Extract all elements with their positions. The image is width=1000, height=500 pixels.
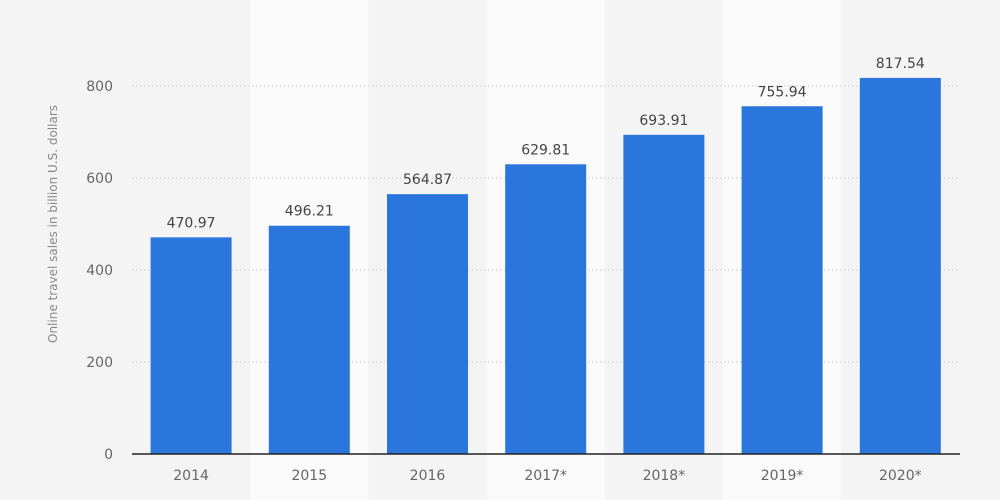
x-tick-label: 2014 (173, 468, 209, 484)
bar (623, 134, 705, 455)
bar (859, 77, 941, 454)
y-tick-label: 800 (86, 79, 113, 95)
bar-value-label: 693.91 (639, 113, 688, 129)
bar (387, 194, 468, 455)
bars (150, 77, 941, 455)
bar-value-label: 817.54 (876, 56, 925, 72)
x-tick-labels: 2014 2015 2016 2017* 2018* 2019* 2020* (173, 468, 921, 484)
y-tick-label: 400 (86, 263, 113, 279)
y-tick-label: 0 (104, 447, 113, 463)
data-labels: 470.97 496.21 564.87 629.81 693.91 755.94 817.… (167, 56, 925, 231)
bar (741, 106, 823, 454)
bar (268, 225, 350, 454)
y-tick-label: 600 (86, 171, 113, 187)
bar-value-label: 755.94 (758, 84, 807, 100)
x-tick-label: 2017* (524, 468, 567, 484)
bar (505, 164, 587, 454)
y-tick-label: 200 (86, 355, 113, 371)
x-tick-label: 2016 (410, 468, 446, 484)
bar-value-label: 496.21 (285, 204, 334, 220)
x-tick-label: 2020* (879, 468, 922, 484)
bar-value-label: 470.97 (167, 215, 216, 231)
bar (150, 237, 232, 454)
x-tick-label: 2018* (643, 468, 686, 484)
y-tick-labels: 0 200 400 600 800 (86, 79, 113, 463)
x-tick-label: 2019* (761, 468, 804, 484)
y-axis-title: Online travel sales in billion U.S. doll… (46, 105, 60, 343)
bar-value-label: 629.81 (521, 142, 570, 158)
bar-value-label: 564.87 (403, 172, 452, 188)
x-tick-label: 2015 (291, 468, 327, 484)
